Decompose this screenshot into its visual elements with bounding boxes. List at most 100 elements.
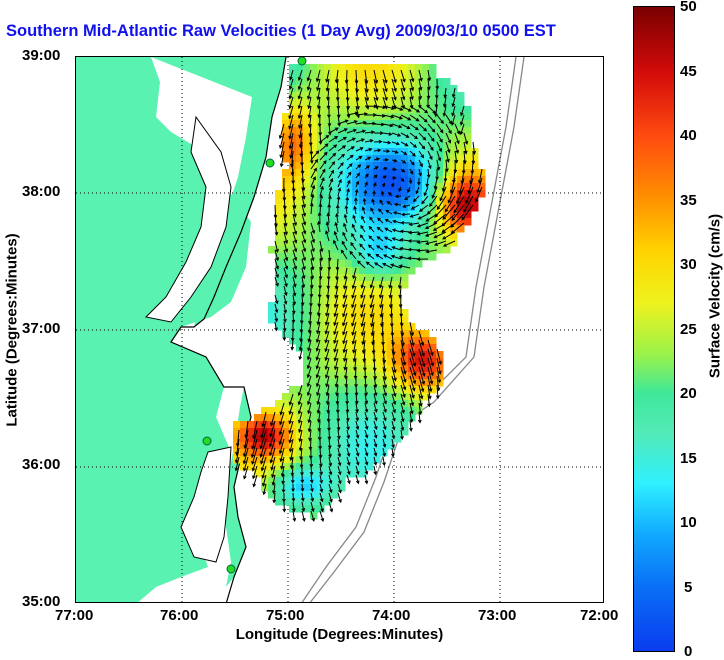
velocity-cell	[359, 358, 367, 366]
colorbar-tick-label: 35	[680, 192, 697, 209]
velocity-cell	[394, 85, 402, 93]
velocity-vector	[333, 230, 339, 242]
velocity-cell	[338, 113, 346, 121]
velocity-cell	[359, 183, 367, 191]
velocity-cell	[310, 85, 318, 93]
velocity-vector	[297, 96, 303, 110]
velocity-cell	[359, 323, 367, 331]
velocity-vector	[346, 171, 352, 179]
velocity-cell	[303, 281, 311, 289]
velocity-cell	[289, 316, 297, 324]
velocity-cell	[408, 99, 416, 107]
velocity-cell	[296, 197, 304, 205]
velocity-cell	[359, 99, 367, 107]
velocity-vector	[355, 105, 360, 119]
velocity-cell	[366, 85, 374, 93]
velocity-cell	[387, 358, 395, 366]
velocity-cell	[317, 386, 325, 394]
velocity-vector	[391, 114, 403, 120]
velocity-vector	[279, 132, 285, 150]
velocity-vector	[333, 348, 339, 362]
velocity-vector	[364, 402, 369, 413]
velocity-vector	[325, 294, 330, 308]
x-tick-label: 72:00	[580, 607, 619, 624]
velocity-vector	[391, 246, 402, 251]
velocity-cell	[352, 288, 360, 296]
velocity-vector	[418, 330, 425, 347]
velocity-cell	[429, 386, 437, 394]
velocity-cell	[422, 372, 430, 380]
velocity-vector	[409, 384, 415, 399]
velocity-cell	[324, 344, 332, 352]
velocity-cell	[345, 141, 353, 149]
velocity-vector	[465, 186, 474, 205]
velocity-vector	[373, 384, 378, 397]
velocity-cell	[296, 246, 304, 254]
velocity-cell	[296, 316, 304, 324]
velocity-cell	[387, 155, 395, 163]
velocity-cell	[324, 414, 332, 422]
velocity-cell	[443, 190, 451, 198]
velocity-cell	[317, 295, 325, 303]
velocity-cell	[359, 106, 367, 114]
velocity-cell	[338, 106, 346, 114]
velocity-cell	[394, 92, 402, 100]
velocity-vector	[384, 227, 393, 233]
velocity-cell	[331, 92, 339, 100]
velocity-cell	[359, 64, 367, 72]
velocity-vector	[369, 294, 375, 309]
velocity-vector	[369, 285, 375, 299]
velocity-vector	[398, 264, 411, 269]
velocity-vector	[400, 168, 406, 173]
velocity-cell	[317, 316, 325, 324]
velocity-vector	[310, 510, 315, 522]
velocity-cell	[345, 211, 353, 219]
velocity-vector	[369, 303, 375, 319]
velocity-cell	[324, 99, 332, 107]
velocity-cell	[345, 204, 353, 212]
velocity-vector	[391, 132, 402, 137]
velocity-cell	[394, 106, 402, 114]
velocity-cell	[359, 85, 367, 93]
velocity-cell	[247, 428, 255, 436]
velocity-vector	[409, 402, 414, 415]
velocity-cell	[303, 463, 311, 471]
velocity-cell	[261, 442, 269, 450]
velocity-cell	[352, 71, 360, 79]
velocity-vector	[427, 348, 434, 367]
velocity-cell	[310, 470, 318, 478]
velocity-vector	[453, 195, 465, 214]
velocity-vector	[407, 247, 420, 252]
velocity-cell	[338, 456, 346, 464]
velocity-cell	[303, 253, 311, 261]
velocity-vector	[242, 438, 249, 458]
velocity-vector	[391, 438, 395, 449]
velocity-vector	[282, 330, 287, 342]
velocity-vector	[454, 123, 461, 135]
velocity-cell	[373, 211, 381, 219]
velocity-cell	[422, 106, 430, 114]
velocity-vector	[373, 78, 379, 93]
velocity-cell	[310, 407, 318, 415]
velocity-cell	[324, 78, 332, 86]
velocity-cell	[380, 225, 388, 233]
velocity-cell	[345, 78, 353, 86]
velocity-vector	[360, 276, 366, 289]
velocity-vector	[310, 167, 317, 179]
velocity-vector	[325, 221, 330, 233]
velocity-cell	[352, 176, 360, 184]
velocity-cell	[338, 218, 346, 226]
velocity-vector	[328, 194, 332, 206]
velocity-cell	[450, 239, 458, 247]
velocity-cell	[310, 197, 318, 205]
velocity-cell	[275, 211, 283, 219]
velocity-vector	[418, 123, 428, 132]
velocity-vector	[386, 201, 393, 206]
velocity-vector	[373, 429, 378, 439]
velocity-cell	[366, 323, 374, 331]
velocity-cell	[415, 379, 423, 387]
velocity-vector	[364, 173, 369, 179]
velocity-vector	[272, 483, 276, 495]
velocity-cell	[380, 169, 388, 177]
velocity-vector	[288, 420, 294, 435]
